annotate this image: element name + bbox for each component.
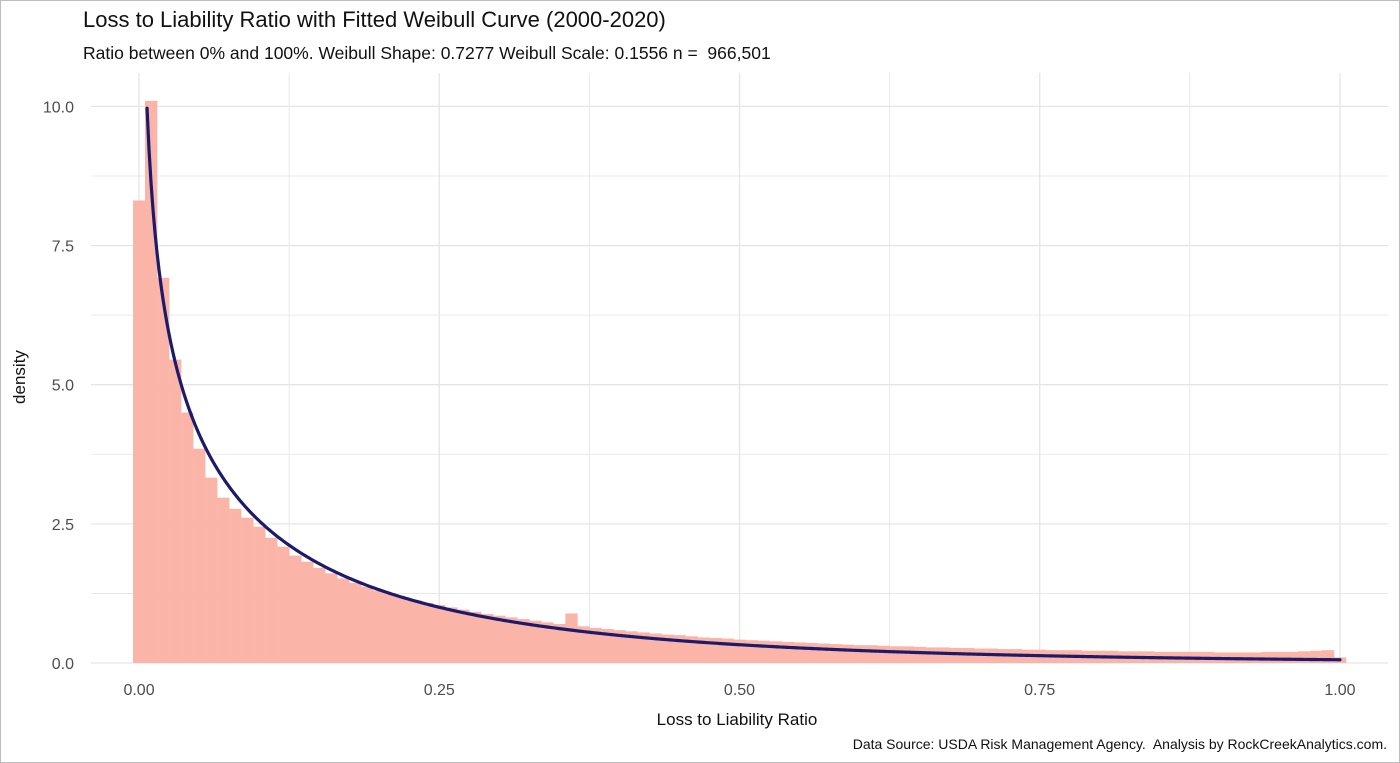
histogram-bar bbox=[661, 634, 674, 663]
histogram-bar bbox=[421, 602, 434, 663]
histogram-bar bbox=[277, 546, 290, 663]
histogram-bar bbox=[829, 644, 842, 663]
histogram-bar bbox=[529, 620, 542, 663]
histogram-bar bbox=[553, 624, 566, 663]
histogram-bar bbox=[757, 640, 770, 663]
histogram-bar bbox=[253, 526, 266, 663]
histogram-bar bbox=[169, 359, 182, 663]
histogram-bar bbox=[589, 627, 602, 663]
histogram-bar bbox=[469, 611, 482, 663]
histogram-bar bbox=[889, 646, 902, 663]
y-tick-labels: 0.0 2.5 5.0 7.5 10.0 bbox=[43, 99, 74, 673]
histogram-bar bbox=[637, 632, 650, 663]
x-tick-label: 0.25 bbox=[424, 682, 455, 699]
histogram-bar bbox=[217, 497, 230, 663]
data-source-caption: Data Source: USDA Risk Management Agency… bbox=[852, 736, 1387, 752]
histogram-bar bbox=[937, 647, 950, 663]
histogram-bar bbox=[457, 609, 470, 663]
histogram-bar bbox=[649, 633, 662, 663]
histogram-bar bbox=[313, 567, 326, 663]
histogram-bar bbox=[865, 645, 878, 663]
histogram-bar bbox=[805, 642, 818, 663]
fitted-curve-layer bbox=[145, 106, 1342, 662]
histogram-bar bbox=[433, 605, 446, 663]
histogram-bar bbox=[1285, 651, 1299, 663]
histogram-bar bbox=[613, 630, 626, 663]
y-tick-label: 7.5 bbox=[52, 239, 74, 256]
histogram-bar bbox=[625, 631, 638, 663]
histogram-bar bbox=[517, 619, 530, 663]
histogram-bar bbox=[1297, 651, 1311, 663]
chart-subtitle: Ratio between 0% and 100%. Weibull Shape… bbox=[83, 43, 771, 63]
histogram-bar bbox=[397, 597, 410, 663]
histogram-bar bbox=[361, 586, 374, 663]
histogram-bar bbox=[337, 578, 350, 663]
histogram-bar bbox=[877, 645, 890, 663]
histogram-bar bbox=[541, 622, 554, 663]
x-tick-label: 0.00 bbox=[123, 682, 154, 699]
histogram-bar bbox=[145, 100, 158, 663]
histogram-bar bbox=[505, 617, 518, 663]
weibull-fit-curve bbox=[145, 106, 1342, 662]
histogram-bar bbox=[193, 448, 206, 663]
histogram-bar bbox=[565, 613, 578, 663]
x-tick-label: 0.50 bbox=[724, 682, 755, 699]
y-tick-label: 0.0 bbox=[52, 656, 74, 673]
histogram-bar bbox=[817, 643, 830, 663]
histogram-bar bbox=[241, 517, 254, 663]
histogram-bar bbox=[301, 561, 314, 663]
histogram-bar bbox=[409, 600, 422, 663]
histogram-bar bbox=[289, 555, 302, 663]
histogram-bar bbox=[925, 647, 938, 663]
histogram-bar bbox=[325, 573, 338, 663]
histogram-bar bbox=[481, 614, 494, 663]
histogram-bar bbox=[577, 626, 590, 663]
histogram-bar bbox=[205, 477, 218, 663]
y-tick-label: 10.0 bbox=[43, 99, 74, 116]
x-axis-title: Loss to Liability Ratio bbox=[657, 710, 818, 729]
x-tick-label: 0.75 bbox=[1024, 682, 1055, 699]
histogram-bar bbox=[493, 615, 506, 663]
x-tick-labels: 0.00 0.25 0.50 0.75 1.00 bbox=[123, 682, 1355, 699]
histogram-bar bbox=[373, 590, 386, 663]
histogram-bar bbox=[385, 593, 398, 663]
histogram-bar bbox=[841, 644, 854, 663]
x-tick-label: 1.00 bbox=[1324, 682, 1355, 699]
histogram-bar bbox=[769, 641, 782, 663]
histogram-bar bbox=[157, 277, 170, 663]
histogram-bar bbox=[229, 508, 242, 663]
histogram-bar bbox=[265, 537, 278, 663]
histogram-bar bbox=[601, 629, 614, 663]
histogram-bar bbox=[349, 582, 362, 663]
y-tick-label: 5.0 bbox=[52, 378, 74, 395]
histogram-bar bbox=[1261, 651, 1275, 663]
histogram-bar bbox=[853, 645, 866, 663]
histogram-bar bbox=[781, 641, 794, 663]
histogram-bar bbox=[445, 607, 458, 663]
y-axis-title: density bbox=[10, 350, 29, 404]
chart-title: Loss to Liability Ratio with Fitted Weib… bbox=[83, 7, 666, 32]
y-tick-label: 2.5 bbox=[52, 517, 74, 534]
histogram-bar bbox=[949, 647, 962, 663]
histogram-bar bbox=[793, 642, 806, 663]
histogram-bar bbox=[1273, 651, 1287, 663]
histogram-bar bbox=[913, 646, 926, 663]
plot-area: 0.0 2.5 5.0 7.5 10.0 0.00 0.25 0.50 0.75 1.00 Lo… bbox=[10, 73, 1388, 729]
histogram-bar bbox=[133, 200, 146, 663]
histogram-bar bbox=[181, 412, 194, 663]
histogram-bar bbox=[901, 646, 914, 663]
